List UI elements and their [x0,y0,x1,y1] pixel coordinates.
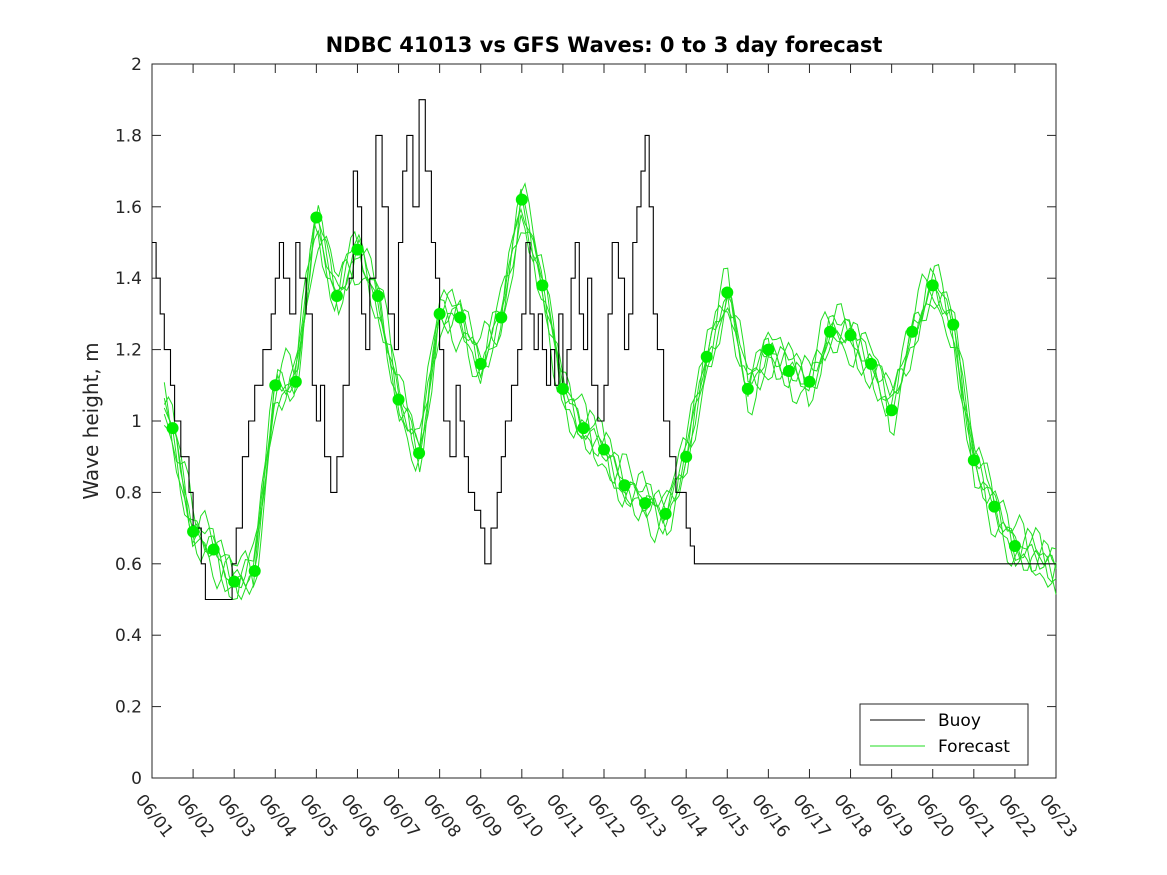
forecast-marker [228,575,241,588]
forecast-marker [474,357,487,370]
forecast-ensemble-line [163,182,1057,590]
forecast-marker [413,447,426,460]
y-tick-label: 1 [131,412,142,432]
y-tick-label: 0 [131,769,142,789]
forecast-marker [248,564,261,577]
forecast-marker [659,507,672,520]
chart-title: NDBC 41013 vs GFS Waves: 0 to 3 day fore… [326,33,883,57]
forecast-marker [844,329,857,342]
forecast-marker [988,500,1001,513]
forecast-marker [906,325,919,338]
y-tick-label: 1.6 [115,198,142,218]
buoy-series-line [152,99,1056,601]
forecast-marker [967,454,980,467]
forecast-marker [433,307,446,320]
forecast-marker [187,525,200,538]
forecast-marker [392,393,405,406]
forecast-marker [372,290,384,303]
legend-forecast-label: Forecast [938,737,1010,757]
forecast-marker [269,379,282,392]
forecast-marker [885,404,898,417]
y-tick-label: 1.2 [115,341,142,361]
forecast-marker [515,193,528,206]
legend: Buoy Forecast [859,703,1029,766]
forecast-marker [289,375,302,388]
forecast-marker [782,365,795,378]
forecast-marker [330,290,343,303]
y-tick-label: 1.8 [115,126,142,146]
forecast-marker [536,279,549,292]
y-tick-label: 1.4 [115,269,142,289]
forecast-marker [947,318,960,331]
forecast-marker [824,325,836,338]
forecast-marker [1008,539,1021,552]
y-tick-label: 0.2 [115,698,142,718]
legend-box [859,703,1029,766]
forecast-marker [762,343,775,356]
forecast-marker [207,543,220,556]
forecast-marker [741,382,754,395]
forecast-markers [166,193,1021,588]
forecast-marker [577,422,590,435]
forecast-marker [865,357,878,370]
y-tick-label: 0.6 [115,555,142,575]
buoy-series-lines [152,99,1056,601]
forecast-marker [680,450,693,463]
y-tick-label: 0.4 [115,626,142,646]
y-axis-label: Wave height, m [79,342,103,499]
forecast-marker [618,479,631,492]
forecast-ensemble-line [163,188,1057,596]
forecast-marker [495,311,508,324]
forecast-marker [556,382,569,395]
y-axis-ticks: 0 0.2 0.4 0.6 0.8 1 1.2 1.4 1.6 1.8 2 [115,55,1056,789]
forecast-marker [926,279,939,292]
forecast-marker [598,443,610,456]
legend-buoy-label: Buoy [938,711,981,731]
y-tick-label: 0.8 [115,483,142,503]
forecast-marker [639,497,652,510]
y-tick-label: 2 [131,55,142,75]
forecast-marker [803,375,816,388]
forecast-marker [351,243,364,256]
forecast-marker [166,422,179,435]
forecast-marker [310,211,323,224]
forecast-marker [454,311,467,324]
forecast-marker [700,350,713,363]
forecast-marker [721,286,734,299]
